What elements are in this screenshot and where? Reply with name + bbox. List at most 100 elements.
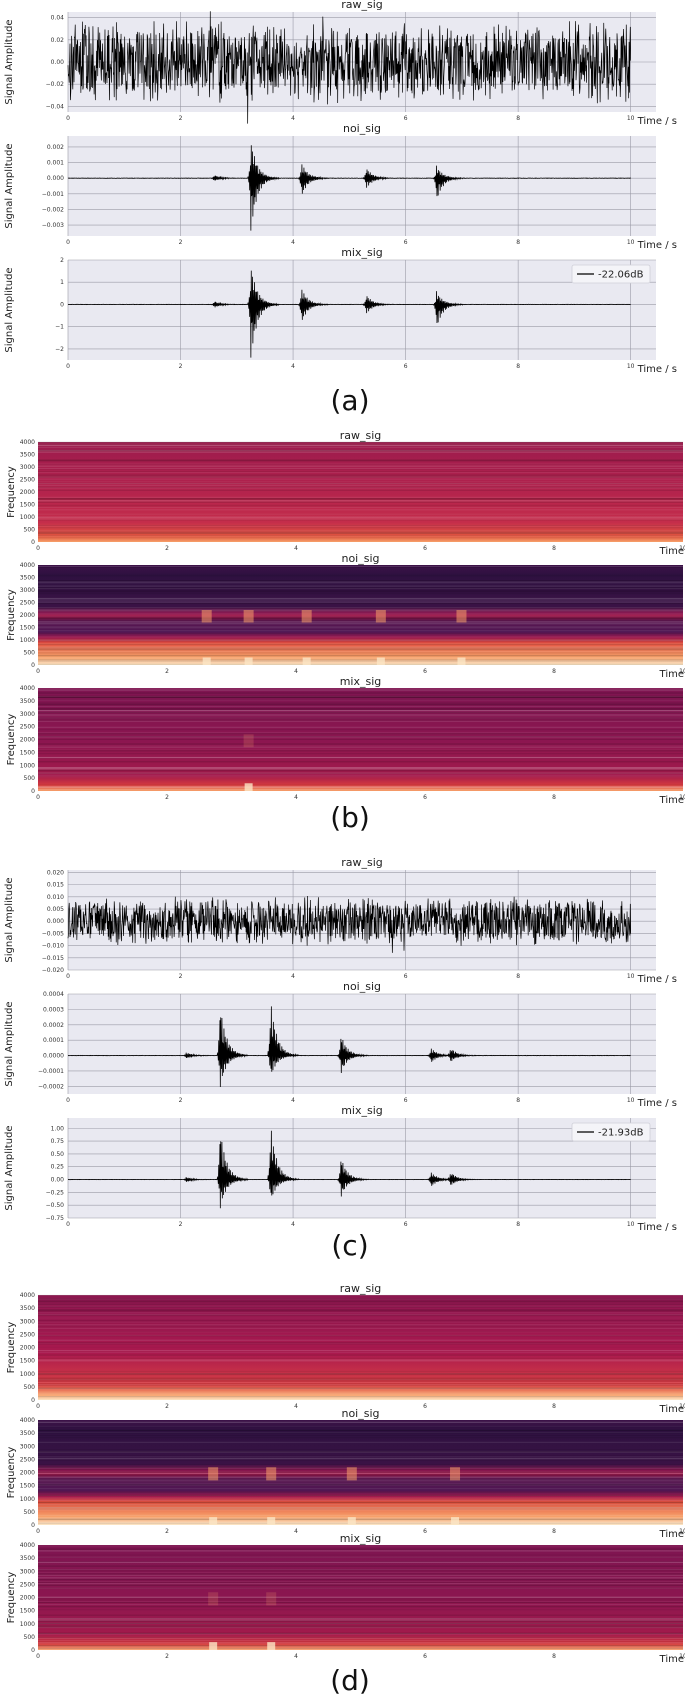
x-tick-label: 6 <box>404 363 408 370</box>
x-tick-label: 10 <box>679 1528 685 1535</box>
subplot-title: mix_sig <box>340 1532 382 1545</box>
y-tick-label: −0.010 <box>42 943 64 950</box>
signal-trace <box>67 270 631 358</box>
signal-trace <box>67 1006 631 1088</box>
x-tick-label: 8 <box>516 1097 520 1104</box>
y-tick-label: 1000 <box>20 1496 35 1503</box>
burst-highlight <box>243 610 254 623</box>
y-tick-label: 2000 <box>20 612 35 619</box>
x-axis-label: Time / s <box>637 240 677 251</box>
y-tick-label: 0.0002 <box>43 1022 64 1029</box>
subplot-10: 0 500 1000 1500 2000 2500 3000 3500 4000 0 2 4 6 8 10 r… <box>6 1282 685 1415</box>
y-tick-label: 0.00 <box>51 59 65 66</box>
x-axis-label: Time / s <box>637 364 677 375</box>
x-tick-label: 2 <box>179 239 183 246</box>
y-tick-label: −0.75 <box>46 1215 65 1222</box>
axes-background <box>68 1118 656 1218</box>
subplot-title: raw_sig <box>340 1282 382 1295</box>
subplot-title: noi_sig <box>341 552 379 565</box>
y-tick-label: 0 <box>60 301 64 308</box>
burst-low-frequency <box>209 1642 218 1650</box>
x-tick-label: 0 <box>36 794 40 801</box>
burst-highlight <box>456 610 467 623</box>
x-tick-label: 10 <box>627 973 635 980</box>
y-axis-label: Frequency <box>6 589 17 641</box>
x-tick-label: 10 <box>627 363 635 370</box>
spectrogram-image <box>38 565 683 665</box>
x-tick-label: 8 <box>552 1653 556 1660</box>
signal-trace <box>67 895 632 953</box>
y-tick-label: 0 <box>31 788 35 795</box>
burst-highlight <box>450 1467 461 1481</box>
y-tick-label: −0.015 <box>42 955 64 962</box>
x-tick-label: 0 <box>66 1097 70 1104</box>
y-tick-label: 2500 <box>20 1331 35 1338</box>
y-tick-label: 0.0001 <box>43 1037 64 1044</box>
x-tick-label: 10 <box>679 1403 685 1410</box>
x-tick-label: 10 <box>679 794 685 801</box>
y-axis-label: Signal Amplitude <box>4 267 15 352</box>
signal-trace <box>67 1130 631 1209</box>
x-tick-label: 8 <box>516 973 520 980</box>
y-tick-label: −0.001 <box>42 191 64 198</box>
x-tick-label: 8 <box>516 115 520 122</box>
y-tick-label: 4000 <box>20 562 35 569</box>
y-tick-label: 500 <box>24 527 36 534</box>
x-tick-label: 6 <box>404 239 408 246</box>
subplot-7: −0.020 −0.015 −0.010 −0.005 0.000 0.005 0.010 0… <box>4 856 677 985</box>
y-tick-label: 0.00 <box>51 1177 65 1184</box>
y-tick-label: 0.000 <box>47 175 64 182</box>
x-tick-label: 6 <box>423 794 427 801</box>
y-tick-label: 3000 <box>20 1443 35 1450</box>
x-tick-label: 10 <box>679 545 685 552</box>
x-tick-label: 0 <box>66 115 70 122</box>
subplot-title: noi_sig <box>343 980 381 993</box>
y-tick-label: 3000 <box>20 587 35 594</box>
y-tick-label: 2500 <box>20 1456 35 1463</box>
y-tick-label: 2000 <box>20 1345 35 1352</box>
y-axis-label: Signal Amplitude <box>4 877 15 962</box>
y-tick-label: 1000 <box>20 514 35 521</box>
subplot-title: mix_sig <box>340 675 382 688</box>
y-tick-label: 1500 <box>20 1483 35 1490</box>
x-tick-label: 6 <box>423 1653 427 1660</box>
x-tick-label: 2 <box>179 973 183 980</box>
y-tick-label: 500 <box>24 1509 36 1516</box>
x-tick-label: 6 <box>423 1403 427 1410</box>
x-tick-label: 0 <box>66 239 70 246</box>
y-tick-label: 0 <box>31 662 35 669</box>
subplot-4: 0 500 1000 1500 2000 2500 3000 3500 4000 0 2 4 6 8 10 r… <box>6 429 685 557</box>
x-tick-label: 8 <box>552 668 556 675</box>
x-tick-label: 2 <box>179 363 183 370</box>
y-tick-label: −0.25 <box>46 1189 65 1196</box>
x-axis-label: Time <box>659 1654 684 1665</box>
burst-low-frequency <box>376 657 385 665</box>
spectrogram-image <box>38 442 683 542</box>
subplot-11: 0 500 1000 1500 2000 2500 3000 3500 4000 0 2 4 6 8 10 n… <box>6 1407 685 1540</box>
y-tick-label: 3500 <box>20 452 35 459</box>
legend: -21.93dB <box>571 1122 651 1142</box>
x-tick-label: 10 <box>627 1221 635 1228</box>
burst-low-frequency <box>451 1517 460 1525</box>
x-axis-label: Time <box>659 1404 684 1415</box>
x-tick-label: 6 <box>404 973 408 980</box>
y-tick-label: 1000 <box>20 1371 35 1378</box>
y-tick-label: −0.005 <box>42 930 64 937</box>
y-axis-label: Frequency <box>6 466 17 518</box>
spectrogram-image <box>38 1420 683 1525</box>
x-tick-label: 6 <box>404 1097 408 1104</box>
x-tick-label: 4 <box>291 239 295 246</box>
y-tick-label: 4000 <box>20 439 35 446</box>
subplot-5: 0 500 1000 1500 2000 2500 3000 3500 4000 0 2 4 6 8 10 n… <box>6 552 685 680</box>
x-tick-label: 10 <box>679 668 685 675</box>
burst-low-frequency <box>302 657 311 665</box>
y-tick-label: 2000 <box>20 737 35 744</box>
y-tick-label: −0.04 <box>46 103 65 110</box>
x-axis-label: Time <box>659 795 684 806</box>
axes-background <box>68 136 656 236</box>
x-axis-label: Time / s <box>637 1222 677 1233</box>
x-tick-label: 4 <box>294 1653 298 1660</box>
y-tick-label: −0.50 <box>46 1202 65 1209</box>
x-tick-label: 8 <box>552 1403 556 1410</box>
